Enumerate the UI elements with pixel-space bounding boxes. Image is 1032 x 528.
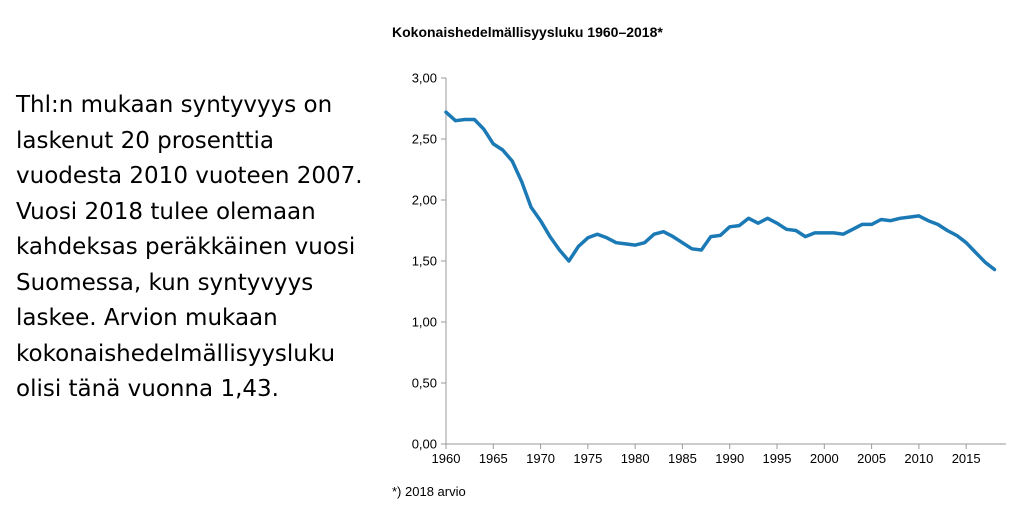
y-tick-label: 1,50 <box>412 254 437 269</box>
data-point <box>889 219 892 222</box>
data-point <box>530 206 533 209</box>
data-point <box>615 241 618 244</box>
x-tick-label: 1975 <box>573 451 602 466</box>
data-point <box>917 214 920 217</box>
y-tick-label: 3,00 <box>412 71 437 86</box>
x-tick-label: 2000 <box>810 451 839 466</box>
data-point <box>861 223 864 226</box>
x-tick-label: 1960 <box>432 451 461 466</box>
data-point <box>653 233 656 236</box>
x-tick-label: 1980 <box>621 451 650 466</box>
data-point <box>766 217 769 220</box>
x-tick-label: 2015 <box>952 451 981 466</box>
x-tick-label: 2005 <box>857 451 886 466</box>
x-tick-label: 1970 <box>526 451 555 466</box>
data-point <box>794 229 797 232</box>
data-point <box>473 118 476 121</box>
data-point <box>558 249 561 252</box>
data-point <box>955 234 958 237</box>
y-tick-label: 0,50 <box>412 376 437 391</box>
data-point <box>984 261 987 264</box>
data-point <box>813 231 816 234</box>
data-point <box>520 180 523 183</box>
data-point <box>662 230 665 233</box>
data-point <box>577 245 580 248</box>
data-point <box>549 235 552 238</box>
data-point <box>690 247 693 250</box>
data-point <box>747 217 750 220</box>
description-line: kahdeksas peräkkäinen vuosi <box>16 234 356 260</box>
chart-title: Kokonaishedelmällisyysluku 1960–2018* <box>392 24 663 40</box>
description-line: vuodesta 2010 vuoteen 2007. <box>16 163 363 189</box>
description-line: laskee. Arvion mukaan <box>16 305 278 331</box>
data-point <box>567 260 570 263</box>
description-line: Thl:n mukaan syntyvyys on <box>16 92 333 118</box>
data-point <box>823 231 826 234</box>
data-point <box>965 241 968 244</box>
data-point <box>672 235 675 238</box>
data-point <box>785 228 788 231</box>
data-point <box>946 229 949 232</box>
data-point <box>728 225 731 228</box>
y-tick-label: 2,00 <box>412 193 437 208</box>
description-line: Suomessa, kun syntyvyys <box>16 269 314 296</box>
data-point <box>492 142 495 145</box>
description-line: Vuosi 2018 tulee olemaan <box>16 198 316 225</box>
data-point <box>993 268 996 271</box>
description-line: kokonaishedelmällisyysluku <box>16 340 336 367</box>
data-point <box>757 222 760 225</box>
data-point <box>709 235 712 238</box>
data-point <box>539 219 542 222</box>
data-point <box>719 234 722 237</box>
x-tick-label: 1995 <box>763 451 792 466</box>
x-tick-label: 1965 <box>479 451 508 466</box>
data-point <box>501 149 504 152</box>
data-point <box>880 218 883 221</box>
data-point <box>832 231 835 234</box>
data-point <box>463 118 466 121</box>
data-point <box>586 236 589 239</box>
data-point <box>634 244 637 247</box>
data-point <box>511 160 514 163</box>
data-point <box>605 236 608 239</box>
y-tick-label: 0,00 <box>412 437 437 452</box>
data-point <box>908 216 911 219</box>
data-point <box>482 128 485 131</box>
data-point <box>870 223 873 226</box>
x-tick-label: 1990 <box>715 451 744 466</box>
data-point <box>596 233 599 236</box>
data-point <box>445 111 448 114</box>
data-point <box>936 223 939 226</box>
data-point <box>899 217 902 220</box>
data-point <box>643 241 646 244</box>
data-point <box>851 228 854 231</box>
data-point <box>681 241 684 244</box>
data-point <box>974 251 977 254</box>
description-text: Thl:n mukaan syntyvyys on laskenut 20 pro… <box>16 88 368 408</box>
data-point <box>842 233 845 236</box>
data-point <box>776 222 779 225</box>
x-tick-label: 1985 <box>668 451 697 466</box>
data-point <box>624 242 627 245</box>
y-tick-label: 2,50 <box>412 132 437 147</box>
data-point <box>927 219 930 222</box>
series-line <box>444 110 997 272</box>
y-tick-label: 1,00 <box>412 315 437 330</box>
data-point <box>700 249 703 252</box>
chart-footnote: *) 2018 arvio <box>392 484 466 499</box>
data-point <box>804 235 807 238</box>
data-point <box>738 224 741 227</box>
data-point <box>454 119 457 122</box>
description-line: laskenut 20 prosenttia <box>16 127 275 154</box>
description-line: olisi tänä vuonna 1,43. <box>16 376 279 402</box>
x-tick-label: 2010 <box>904 451 933 466</box>
